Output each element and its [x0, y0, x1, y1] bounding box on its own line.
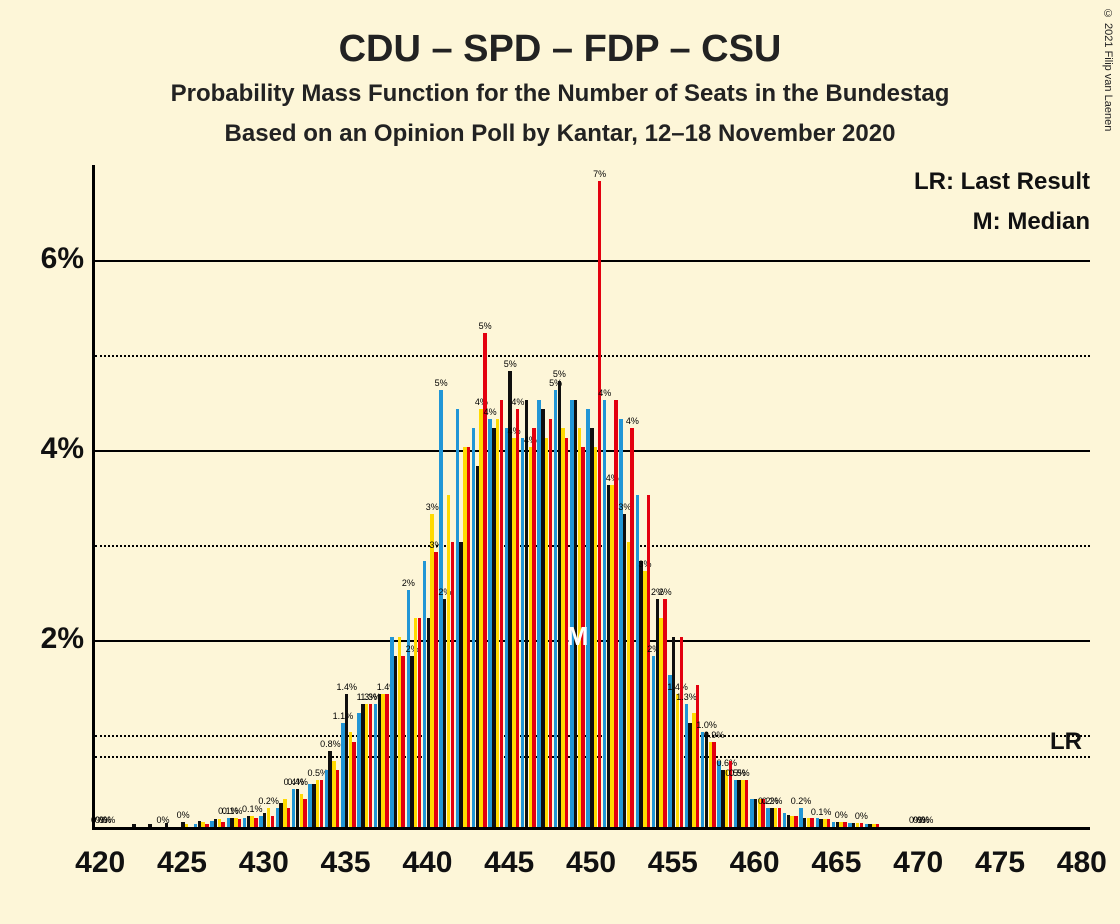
y-axis-tick-label: 2% [14, 622, 84, 656]
bar [385, 694, 388, 827]
bar-value-label: 0.6% [717, 758, 738, 768]
bar-value-label: 3% [618, 502, 631, 512]
bar-value-label: 0% [102, 815, 115, 825]
bar-value-label: 4% [598, 388, 611, 398]
bar-value-label: 1.3% [676, 692, 697, 702]
x-axis-tick-label: 425 [142, 846, 222, 880]
gridline-minor [95, 355, 1090, 357]
bar [630, 428, 633, 827]
median-marker: M [567, 621, 589, 652]
bar [320, 780, 323, 828]
x-axis-tick-label: 460 [715, 846, 795, 880]
bar-value-label: 3% [426, 502, 439, 512]
bar [205, 824, 208, 827]
bar [271, 816, 274, 827]
bar-value-label: 1.4% [336, 682, 357, 692]
bar [238, 819, 241, 827]
bar-value-label: 4% [511, 397, 524, 407]
gridline-major [95, 260, 1090, 262]
bar [647, 495, 650, 828]
bar [794, 816, 797, 827]
bar [369, 704, 372, 828]
bar-value-label: 0.8% [320, 739, 341, 749]
bar [549, 419, 552, 828]
bar [516, 409, 519, 827]
bar [401, 656, 404, 827]
bar [451, 542, 454, 827]
bar [663, 599, 666, 827]
x-axis-tick-label: 470 [878, 846, 958, 880]
x-axis-tick-label: 450 [551, 846, 631, 880]
x-axis-tick-label: 455 [633, 846, 713, 880]
bar [303, 799, 306, 828]
bar [165, 823, 168, 827]
bar-value-label: 0.2% [791, 796, 812, 806]
x-axis-tick-label: 465 [796, 846, 876, 880]
y-axis-tick-label: 4% [14, 432, 84, 466]
bar-value-label: 0% [835, 810, 848, 820]
bar [287, 808, 290, 827]
bar [598, 181, 601, 827]
bar [778, 808, 781, 827]
bar [827, 819, 830, 827]
bar [467, 447, 470, 827]
bar-value-label: 1.0% [696, 720, 717, 730]
chart-subtitle-1: Probability Mass Function for the Number… [0, 80, 1120, 108]
bar-value-label: 0.2% [762, 796, 783, 806]
y-axis-tick-label: 6% [14, 242, 84, 276]
bar-value-label: 5% [479, 321, 492, 331]
bar-value-label: 1.1% [333, 711, 354, 721]
chart-title: CDU – SPD – FDP – CSU [0, 28, 1120, 71]
x-axis-tick-label: 440 [387, 846, 467, 880]
bar-value-label: 0.4% [287, 777, 308, 787]
bar [876, 824, 879, 827]
chart-subtitle-2: Based on an Opinion Poll by Kantar, 12–1… [0, 120, 1120, 148]
bar-value-label: 4% [484, 407, 497, 417]
bar-value-label: 0.2% [258, 796, 279, 806]
bar-value-label: 5% [553, 369, 566, 379]
bar-value-label: 0% [920, 815, 933, 825]
bar [418, 618, 421, 827]
bar [185, 824, 188, 827]
bar [500, 400, 503, 828]
x-axis-tick-label: 475 [960, 846, 1040, 880]
bar [148, 824, 151, 827]
x-axis-tick-label: 420 [60, 846, 140, 880]
x-axis-tick-label: 430 [224, 846, 304, 880]
bar [696, 685, 699, 828]
bar-value-label: 0.5% [729, 768, 750, 778]
bar-value-label: 2% [659, 587, 672, 597]
bar-value-label: 0.1% [222, 806, 243, 816]
bar-value-label: 1.4% [667, 682, 688, 692]
last-result-label: LR [1050, 728, 1082, 756]
bar [614, 400, 617, 828]
bar-value-label: 2% [402, 578, 415, 588]
bar-value-label: 0.1% [811, 807, 832, 817]
bar-value-label: 0.9% [704, 730, 725, 740]
bar [352, 742, 355, 828]
bar [745, 780, 748, 828]
bar [221, 822, 224, 827]
bar [712, 742, 715, 828]
bar [532, 428, 535, 827]
bar [132, 824, 135, 827]
bar-value-label: 4% [626, 416, 639, 426]
bar-value-label: 0% [855, 811, 868, 821]
bar [860, 823, 863, 827]
chart-plot-area: 0%0%0%0%0%0%0.1%0.1%0.1%0.2%0.4%0.4%0.5%… [92, 165, 1090, 830]
bar [434, 552, 437, 828]
bar-value-label: 0% [177, 810, 190, 820]
bar-value-label: 7% [593, 169, 606, 179]
x-axis-tick-label: 445 [469, 846, 549, 880]
bar-value-label: 5% [504, 359, 517, 369]
x-axis-tick-label: 480 [1042, 846, 1120, 880]
bar [254, 818, 257, 828]
bar [810, 818, 813, 828]
bar [680, 637, 683, 827]
x-axis-tick-label: 435 [306, 846, 386, 880]
bar-value-label: 5% [435, 378, 448, 388]
bar [843, 822, 846, 827]
bar [336, 770, 339, 827]
